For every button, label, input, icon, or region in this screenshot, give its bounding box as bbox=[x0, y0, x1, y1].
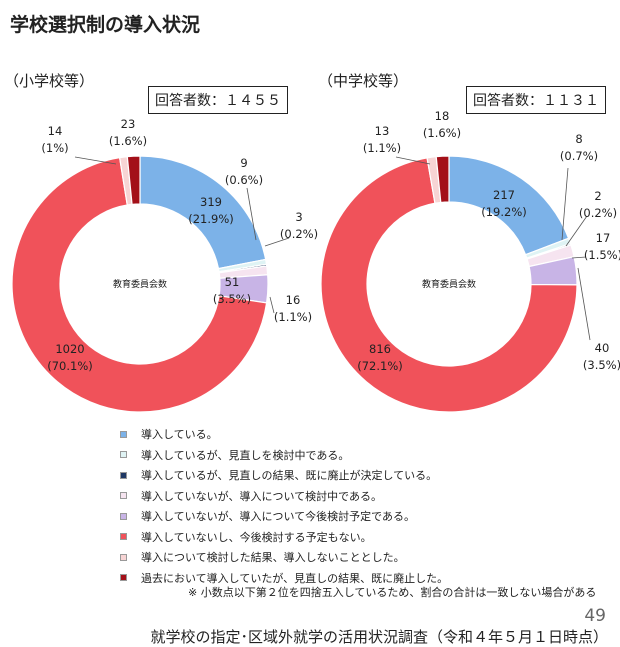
slice-percent-label: (1.1%) bbox=[363, 141, 401, 155]
slice-percent-label: (0.2%) bbox=[579, 206, 617, 220]
legend-item: 過去において導入していたが、見直しの結果、既に廃止した。 bbox=[120, 568, 448, 589]
slice-percent-label: (21.9%) bbox=[188, 212, 234, 226]
slice-value-label: 217 bbox=[493, 188, 515, 202]
legend-item: 導入しているが、見直しを検討中である。 bbox=[120, 445, 448, 466]
legend-label: 過去において導入していたが、見直しの結果、既に廃止した。 bbox=[141, 571, 449, 585]
page-title: 学校選択制の導入状況 bbox=[10, 14, 201, 36]
leader-line bbox=[246, 187, 257, 241]
legend-swatch bbox=[120, 533, 127, 541]
respondents-box-junior-high: 回答者数：１１３１ bbox=[466, 86, 606, 114]
slice-value-label: 3 bbox=[295, 210, 302, 224]
leader-line bbox=[561, 167, 569, 241]
legend-item: 導入について検討した結果、導入しないこととした。 bbox=[120, 547, 448, 568]
slice-percent-label: (70.1%) bbox=[47, 359, 93, 373]
donut-slice bbox=[126, 155, 141, 206]
slice-value-label: 8 bbox=[575, 132, 582, 146]
source-caption: 就学校の指定･区域外就学の活用状況調査（令和４年５月１日時点） bbox=[150, 628, 608, 646]
legend-label: 導入していないが、導入について今後検討予定である。 bbox=[141, 510, 416, 524]
donut-center-label: 教育委員会数 bbox=[113, 278, 167, 290]
leader-line bbox=[395, 156, 431, 165]
leader-line bbox=[264, 237, 290, 247]
section-label-elementary: （小学校等） bbox=[4, 72, 95, 90]
donut-slice bbox=[320, 157, 578, 413]
legend-swatch bbox=[120, 430, 127, 438]
slice-value-label: 9 bbox=[240, 156, 247, 170]
legend-swatch bbox=[120, 492, 127, 500]
slice-percent-label: (1.1%) bbox=[274, 310, 312, 324]
legend-swatch bbox=[120, 574, 127, 582]
legend: 導入している。導入しているが、見直しを検討中である。導入しているが、見直しの結果… bbox=[120, 424, 448, 588]
section-label-junior-high: （中学校等） bbox=[318, 72, 409, 90]
slice-value-label: 1020 bbox=[55, 342, 84, 356]
legend-item: 導入していないが、導入について検討中である。 bbox=[120, 486, 448, 507]
page-number: 49 bbox=[584, 606, 606, 626]
legend-item: 導入していないし、今後検討する予定もない。 bbox=[120, 527, 448, 548]
legend-label: 導入していないし、今後検討する予定もない。 bbox=[141, 530, 372, 544]
slice-value-label: 51 bbox=[225, 275, 240, 289]
donut-center-label: 教育委員会数 bbox=[422, 278, 476, 290]
legend-swatch bbox=[120, 553, 127, 561]
slice-value-label: 816 bbox=[369, 342, 391, 356]
legend-item: 導入している。 bbox=[120, 424, 448, 445]
footnote: ※ 小数点以下第２位を四捨五入しているため、割合の合計は一致しない場合がある bbox=[188, 586, 597, 599]
slice-percent-label: (0.2%) bbox=[280, 227, 318, 241]
legend-swatch bbox=[120, 451, 127, 459]
legend-label: 導入しているが、見直しを検討中である。 bbox=[141, 448, 350, 462]
slice-value-label: 17 bbox=[596, 231, 611, 245]
legend-swatch bbox=[120, 471, 127, 479]
legend-item: 導入していないが、導入について今後検討予定である。 bbox=[120, 506, 448, 527]
slice-percent-label: (19.2%) bbox=[481, 205, 527, 219]
slice-percent-label: (3.5%) bbox=[583, 358, 620, 372]
slice-value-label: 319 bbox=[200, 195, 222, 209]
donut-slice bbox=[435, 155, 450, 204]
respondents-box-elementary: 回答者数：１４５５ bbox=[148, 86, 288, 114]
slice-value-label: 23 bbox=[121, 117, 136, 131]
slice-value-label: 40 bbox=[595, 341, 610, 355]
leader-line bbox=[269, 296, 275, 314]
donut-chart-elementary: 教育委員会数 319 (21.9%) 9 (0.6%) 3 (0.2%) 16 (1.1%) 51… bbox=[11, 117, 318, 413]
slice-percent-label: (72.1%) bbox=[357, 359, 403, 373]
slice-percent-label: (3.5%) bbox=[213, 292, 251, 306]
slice-value-label: 16 bbox=[286, 293, 301, 307]
legend-swatch bbox=[120, 512, 127, 520]
leader-line bbox=[577, 267, 591, 341]
slice-percent-label: (1.5%) bbox=[584, 248, 620, 262]
slice-value-label: 18 bbox=[435, 109, 450, 123]
slice-percent-label: (1.6%) bbox=[423, 126, 461, 140]
legend-item: 導入しているが、見直しの結果、既に廃止が決定している。 bbox=[120, 465, 448, 486]
leader-line bbox=[74, 156, 117, 165]
donut-slice bbox=[11, 156, 268, 413]
slice-percent-label: (1.6%) bbox=[109, 134, 147, 148]
legend-label: 導入している。 bbox=[141, 428, 218, 442]
donut-chart-junior-high: 教育委員会数 217 (19.2%) 8 (0.7%) 2 (0.2%) 17 (1.5%) 40… bbox=[320, 109, 620, 413]
legend-label: 導入していないが、導入について検討中である。 bbox=[141, 489, 383, 503]
slice-value-label: 2 bbox=[594, 189, 601, 203]
legend-label: 導入しているが、見直しの結果、既に廃止が決定している。 bbox=[141, 469, 438, 483]
slice-value-label: 14 bbox=[48, 124, 63, 138]
leader-line bbox=[571, 256, 587, 259]
legend-label: 導入について検討した結果、導入しないこととした。 bbox=[141, 551, 405, 565]
slice-percent-label: (1%) bbox=[41, 141, 68, 155]
slice-percent-label: (0.7%) bbox=[560, 149, 598, 163]
leader-line bbox=[565, 215, 588, 247]
slice-percent-label: (0.6%) bbox=[225, 173, 263, 187]
slice-value-label: 13 bbox=[375, 124, 390, 138]
